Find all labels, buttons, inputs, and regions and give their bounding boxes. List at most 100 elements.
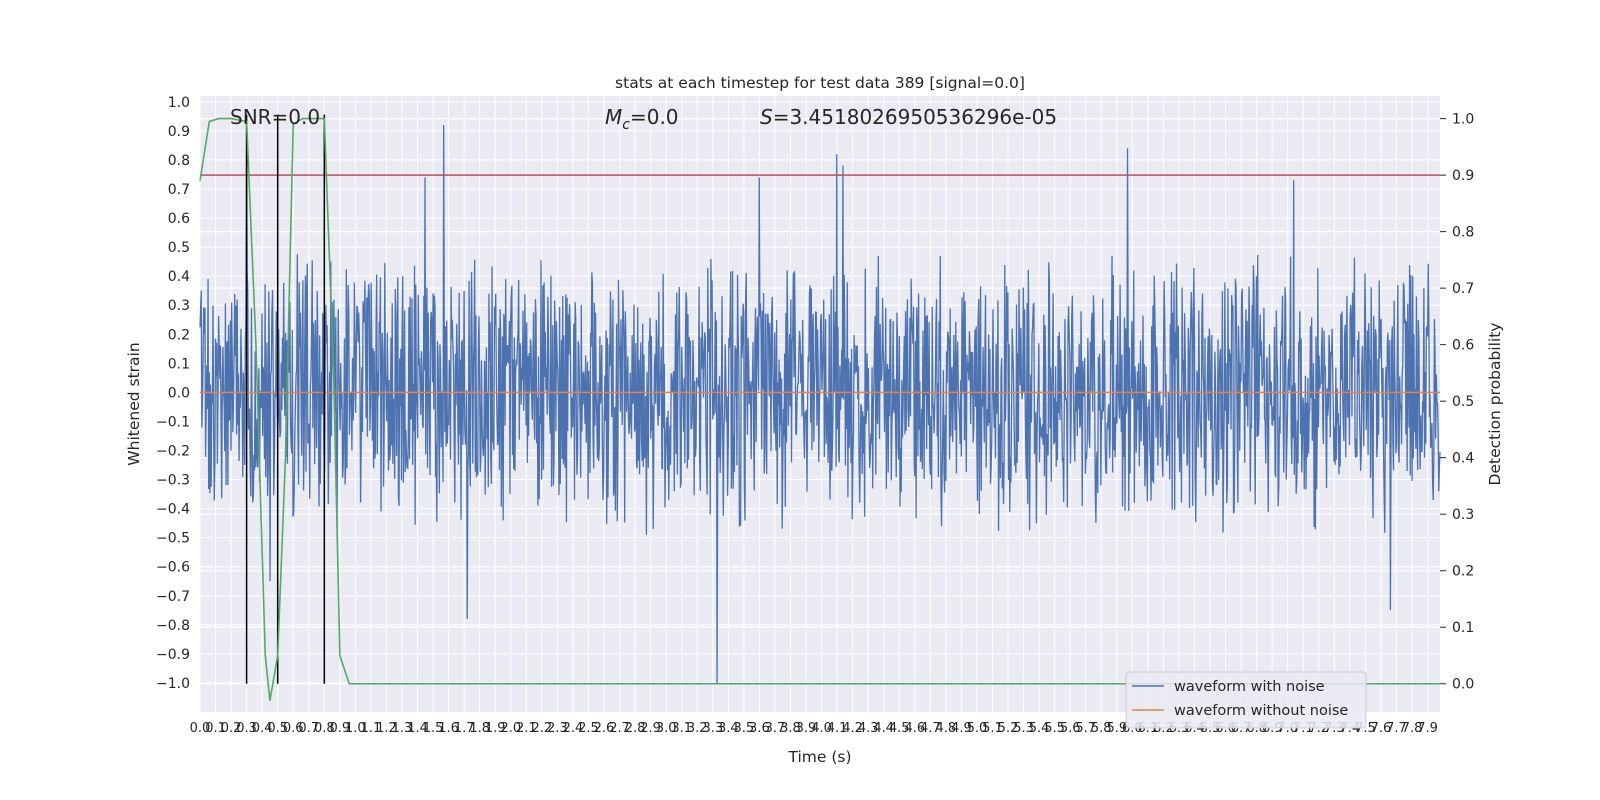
x-tick-label: 3.3 [702, 721, 723, 736]
x-tick-label: 1.0 [345, 721, 366, 736]
x-tick-label: 4.0 [811, 721, 832, 736]
x-tick-label: 0.6 [283, 721, 304, 736]
x-tick-label: 3.1 [671, 721, 692, 736]
y-tick-label: 0.0 [168, 385, 190, 401]
y-tick-label: −0.5 [156, 531, 190, 547]
y-tick-label: 0.1 [168, 356, 190, 372]
x-tick-label: 7.6 [1371, 721, 1392, 736]
x-tick-label: 5.7 [1075, 721, 1096, 736]
legend-label-clean: waveform without noise [1174, 703, 1348, 719]
x-tick-label: 5.1 [982, 721, 1003, 736]
x-tick-label: 1.7 [454, 721, 475, 736]
x-tick-label: 2.7 [609, 721, 630, 736]
y-tick-label: −0.2 [156, 443, 190, 459]
x-tick-label: 1.8 [469, 721, 490, 736]
y-tick-label: 0.9 [168, 124, 190, 140]
legend-box [1125, 671, 1367, 729]
x-tick-label: 3.2 [687, 721, 708, 736]
x-tick-label: 0.5 [267, 721, 288, 736]
x-tick-label: 4.7 [920, 721, 941, 736]
x-tick-label: 4.4 [873, 721, 894, 736]
y-tick-label: −0.7 [156, 589, 190, 605]
x-tick-label: 5.5 [1044, 721, 1065, 736]
x-tick-label: 5.3 [1013, 721, 1034, 736]
x-tick-label: 3.6 [749, 721, 770, 736]
y-tick-label: 0.4 [168, 269, 190, 285]
y2-tick-label: 0.4 [1452, 451, 1474, 467]
y-tick-label: −0.3 [156, 473, 190, 489]
x-tick-label: 2.2 [532, 721, 553, 736]
series-waveform-with-noise [199, 125, 1441, 683]
snr-annotation: SNR=0.0 [230, 105, 320, 129]
y-tick-label: −1.0 [156, 676, 190, 692]
x-tick-label: 7.9 [1417, 721, 1438, 736]
x-tick-label: 0.4 [252, 721, 273, 736]
x-tick-label: 3.0 [656, 721, 677, 736]
y-tick-label: 0.2 [168, 327, 190, 343]
x-tick-label: 0.3 [236, 721, 257, 736]
mc-annotation: Mc=0.0 [605, 105, 679, 133]
x-tick-label: 0.0 [190, 721, 211, 736]
x-tick-label: 7.8 [1402, 721, 1423, 736]
s-annotation: S=3.4518026950536296e-05 [760, 105, 1057, 129]
x-tick-label: 1.5 [423, 721, 444, 736]
x-tick-label: 5.6 [1060, 721, 1081, 736]
x-tick-label: 2.8 [625, 721, 646, 736]
y2-tick-label: 0.0 [1452, 677, 1474, 693]
x-tick-label: 3.9 [796, 721, 817, 736]
y-tick-label: −0.6 [156, 560, 190, 576]
y-tick-label: 0.7 [168, 182, 190, 198]
x-tick-label: 4.2 [842, 721, 863, 736]
x-tick-label: 0.9 [330, 721, 351, 736]
x-tick-label: 3.5 [734, 721, 755, 736]
series-layer [199, 114, 1441, 701]
x-tick-label: 5.2 [998, 721, 1019, 736]
x-tick-label: 4.9 [951, 721, 972, 736]
legend: waveform with noise waveform without noi… [1125, 671, 1367, 729]
y-axis-label: Whitened strain [125, 342, 143, 465]
x-tick-label: 1.1 [361, 721, 382, 736]
x-tick-label: 1.6 [438, 721, 459, 736]
x-axis-label: Time (s) [787, 748, 851, 766]
x-tick-label: 2.1 [516, 721, 537, 736]
x-tick-label: 5.0 [967, 721, 988, 736]
x-tick-label: 5.9 [1106, 721, 1127, 736]
x-tick-label: 0.8 [314, 721, 335, 736]
y-tick-label: −0.9 [156, 647, 190, 663]
x-tick-label: 4.8 [936, 721, 957, 736]
x-tick-label: 1.3 [392, 721, 413, 736]
x-tick-label: 2.0 [500, 721, 521, 736]
x-tick-label: 5.8 [1091, 721, 1112, 736]
y-tick-label: −0.1 [156, 414, 190, 430]
y2-tick-label: 0.7 [1452, 281, 1474, 297]
x-tick-label: 3.7 [765, 721, 786, 736]
y2-tick-label: 0.5 [1452, 394, 1474, 410]
x-tick-label: 1.4 [407, 721, 428, 736]
x-tick-label: 2.6 [594, 721, 615, 736]
y-tick-label: 0.6 [168, 211, 190, 227]
x-tick-label: 7.7 [1386, 721, 1407, 736]
x-tick-label: 2.3 [547, 721, 568, 736]
y2-tick-label: 0.8 [1452, 225, 1474, 241]
y-tick-label: 0.5 [168, 240, 190, 256]
x-tick-label: 4.5 [889, 721, 910, 736]
x-tick-label: 4.1 [827, 721, 848, 736]
x-tick-label: 3.8 [780, 721, 801, 736]
x-tick-label: 4.6 [904, 721, 925, 736]
y2-axis-label: Detection probability [1486, 323, 1504, 486]
tick-labels: 0.00.10.20.30.40.50.60.70.80.91.01.11.21… [156, 95, 1474, 736]
x-tick-label: 0.7 [298, 721, 319, 736]
x-tick-label: 0.2 [221, 721, 242, 736]
x-tick-label: 1.9 [485, 721, 506, 736]
chart-title: stats at each timestep for test data 389… [615, 74, 1025, 92]
x-tick-label: 1.2 [376, 721, 397, 736]
x-tick-label: 5.4 [1029, 721, 1050, 736]
y-tick-label: −0.4 [156, 502, 190, 518]
x-tick-label: 4.3 [858, 721, 879, 736]
x-tick-label: 0.1 [205, 721, 226, 736]
y-tick-label: 0.3 [168, 298, 190, 314]
y2-tick-label: 1.0 [1452, 112, 1474, 128]
x-tick-label: 2.4 [563, 721, 584, 736]
y2-tick-label: 0.2 [1452, 564, 1474, 580]
